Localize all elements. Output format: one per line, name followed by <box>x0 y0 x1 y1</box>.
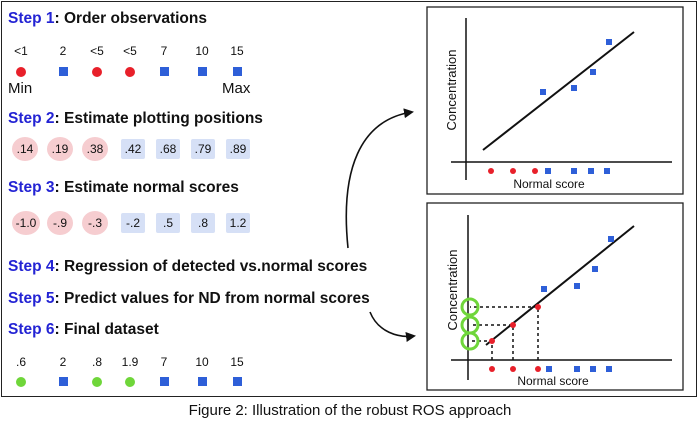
observation-value: 15 <box>230 44 244 58</box>
observation-value: 10 <box>195 44 209 58</box>
final-value: .8 <box>91 355 102 369</box>
detect-point <box>541 286 547 292</box>
normal-score-detect: 1.2 <box>226 213 250 233</box>
observation-value: <5 <box>90 44 104 58</box>
top-plot-xlabel: Normal score <box>513 177 585 191</box>
normal-score-detect: .5 <box>156 213 180 233</box>
detect-square <box>233 67 242 76</box>
predicted-dot <box>92 377 102 387</box>
detect-point <box>574 283 580 289</box>
detect-square <box>233 377 242 386</box>
predicted-dot <box>125 377 135 387</box>
detect-point <box>608 236 614 242</box>
min-label: Min <box>8 80 33 97</box>
max-label: Max <box>222 80 251 97</box>
step-1-heading: Step 1: Order observations <box>8 10 207 27</box>
nondetect-dot <box>125 67 135 77</box>
detect-point <box>588 168 594 174</box>
bottom-plot-xlabel: Normal score <box>517 374 589 388</box>
detect-square <box>198 67 207 76</box>
top-plot-regression-line <box>482 31 635 151</box>
final-value: .6 <box>15 355 26 369</box>
detect-point <box>604 168 610 174</box>
plotting-position-nd: .19 <box>47 137 73 161</box>
step-4-heading: Step 4: Regression of detected vs.normal… <box>8 258 368 275</box>
normal-score-nd: -.9 <box>47 211 73 235</box>
nondetect-point <box>532 168 538 174</box>
nondetect-point <box>510 168 516 174</box>
bottom-plot-panel <box>426 202 684 391</box>
detect-point <box>590 366 596 372</box>
detect-point <box>571 168 577 174</box>
nondetect-dot <box>16 67 26 77</box>
final-value: 15 <box>230 355 244 369</box>
bottom-plot-predicted-rings <box>460 297 480 351</box>
step-3-heading: Step 3: Estimate normal scores <box>8 179 239 196</box>
figure-frame <box>1 1 697 397</box>
detect-point <box>571 85 577 91</box>
detect-point <box>606 366 612 372</box>
final-value: 7 <box>160 355 168 369</box>
predicted-ring <box>460 297 480 317</box>
detect-point <box>545 168 551 174</box>
predicted-dot <box>16 377 26 387</box>
normal-score-detect: .8 <box>191 213 215 233</box>
detect-point <box>590 69 596 75</box>
detect-square <box>160 377 169 386</box>
arrow-to-bottom-plot <box>369 311 416 342</box>
estimated-point <box>510 322 516 328</box>
predicted-ring <box>460 331 480 351</box>
detect-square <box>59 377 68 386</box>
normal-score-detect: -.2 <box>121 213 145 233</box>
detect-point <box>606 39 612 45</box>
observation-value: 7 <box>160 44 168 58</box>
step-5-heading: Step 5: Predict values for ND from norma… <box>8 290 370 307</box>
detect-point <box>592 266 598 272</box>
estimated-point <box>535 304 541 310</box>
detect-point <box>540 89 546 95</box>
figure-caption: Figure 2: Illustration of the robust ROS… <box>188 402 512 419</box>
final-value: 10 <box>195 355 209 369</box>
detect-point <box>546 366 552 372</box>
arrow-to-top-plot <box>345 108 414 249</box>
normal-score-nd: -.3 <box>82 211 108 235</box>
detect-square <box>198 377 207 386</box>
final-value: 1.9 <box>121 355 139 369</box>
estimated-point <box>489 338 495 344</box>
plotting-position-nd: .14 <box>12 137 38 161</box>
plotting-position-nd: .38 <box>82 137 108 161</box>
final-value: 2 <box>59 355 67 369</box>
nondetect-point <box>489 366 495 372</box>
step-6-heading: Step 6: Final dataset <box>8 321 159 338</box>
top-plot-ylabel: Concentration <box>444 50 459 131</box>
top-plot-points <box>488 39 612 174</box>
plotting-position-detect: .42 <box>121 139 145 159</box>
detect-square <box>59 67 68 76</box>
top-plot-panel <box>426 6 684 195</box>
nondetect-point <box>535 366 541 372</box>
bottom-plot-ylabel: Concentration <box>445 250 460 331</box>
observation-value: <5 <box>123 44 137 58</box>
detect-point <box>574 366 580 372</box>
step-2-heading: Step 2: Estimate plotting positions <box>8 110 263 127</box>
observation-value: 2 <box>59 44 67 58</box>
bottom-plot-points <box>489 236 614 372</box>
observation-value: <1 <box>14 44 28 58</box>
normal-score-nd: -1.0 <box>12 211 40 235</box>
nondetect-dot <box>92 67 102 77</box>
plotting-position-detect: .89 <box>226 139 250 159</box>
nondetect-point <box>488 168 494 174</box>
nondetect-point <box>510 366 516 372</box>
detect-square <box>160 67 169 76</box>
plotting-position-detect: .68 <box>156 139 180 159</box>
plotting-position-detect: .79 <box>191 139 215 159</box>
